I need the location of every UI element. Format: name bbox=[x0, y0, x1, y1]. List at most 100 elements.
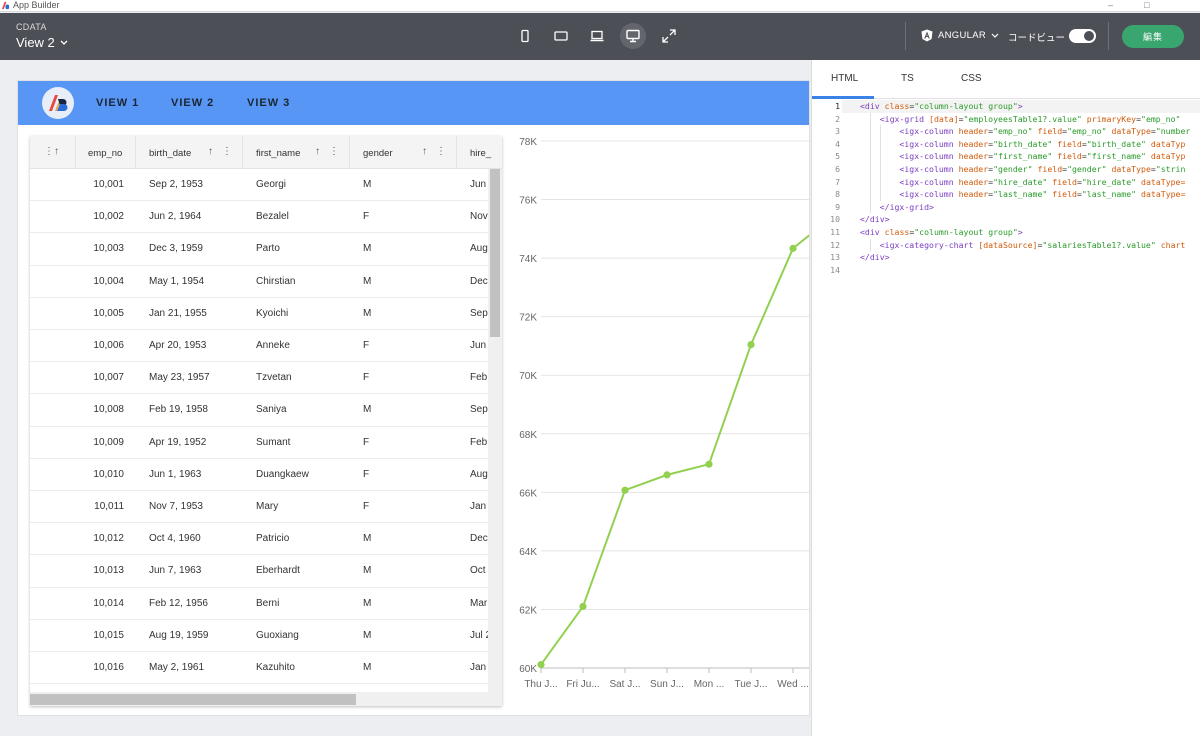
table-cell-gender: M bbox=[363, 629, 372, 641]
table-cell-first-name: Eberhardt bbox=[256, 565, 300, 577]
table-row[interactable]: 10,011 Nov 7, 1953 Mary F Jan 2 bbox=[30, 491, 494, 524]
chart-x-tick-label: Fri Ju... bbox=[566, 679, 599, 690]
code-token: primaryKey bbox=[1086, 113, 1137, 124]
table-cell-first-name: Georgi bbox=[256, 179, 287, 190]
line-number: 12 bbox=[830, 239, 840, 250]
code-token: <igx-column bbox=[860, 176, 959, 187]
grid-header-hire-date[interactable]: hire_ bbox=[457, 136, 502, 169]
table-cell-birth-date: Sep 2, 1953 bbox=[149, 179, 203, 190]
nav-view-2[interactable]: VIEW 2 bbox=[171, 97, 215, 109]
code-token: dataTyp bbox=[1150, 138, 1186, 149]
table-cell-hire: Feb bbox=[470, 436, 488, 448]
code-token: "hire_date" bbox=[993, 176, 1048, 187]
code-token: dataType bbox=[1111, 164, 1151, 174]
device-laptop-button[interactable] bbox=[584, 23, 610, 49]
table-cell-hire: Jan 2 bbox=[470, 662, 495, 673]
table-row[interactable]: 10,002 Jun 2, 1964 Bezalel F Nov bbox=[30, 201, 488, 234]
edit-button[interactable]: 編集 bbox=[1122, 25, 1184, 48]
table-row[interactable]: 10,016 May 2, 1961 Kazuhito M Jan 2 bbox=[30, 652, 494, 685]
sort-asc-icon[interactable]: ↑ bbox=[54, 146, 60, 157]
table-row[interactable]: 10,012 Oct 4, 1960 Patricio M Dec bbox=[30, 523, 488, 556]
chart-y-tick-label: 72K bbox=[519, 313, 537, 324]
table-row[interactable]: 10,009 Apr 19, 1952 Sumant F Feb bbox=[30, 427, 488, 459]
table-row[interactable]: 10,006 Apr 20, 1953 Anneke F Jun 2 bbox=[30, 330, 494, 363]
device-desktop-button[interactable] bbox=[620, 23, 646, 49]
table-cell-birth-date: Jan 21, 1955 bbox=[149, 307, 207, 319]
code-text: <igx-column header="last_name" field="la… bbox=[860, 188, 1185, 201]
table-row[interactable]: 10,007 May 23, 1957 Tzvetan F Feb bbox=[30, 362, 488, 395]
code-token: field bbox=[1037, 164, 1063, 174]
code-token: <igx-column bbox=[860, 189, 959, 200]
tab-html[interactable]: HTML bbox=[831, 73, 859, 84]
table-cell-gender: M bbox=[363, 597, 372, 609]
code-token: header bbox=[958, 164, 989, 174]
view-selector[interactable]: View 2 bbox=[16, 35, 68, 50]
sort-asc-icon[interactable]: ↑ bbox=[208, 146, 214, 157]
sort-asc-icon[interactable]: ↑ bbox=[422, 146, 428, 157]
column-menu-icon[interactable]: ⋮ bbox=[44, 146, 55, 157]
column-menu-icon[interactable]: ⋮ bbox=[222, 146, 233, 157]
line-number: 8 bbox=[835, 189, 840, 200]
chart-data-point bbox=[579, 602, 587, 611]
table-cell-gender: F bbox=[363, 372, 370, 384]
table-row[interactable]: 10,005 Jan 21, 1955 Kyoichi M Sep bbox=[30, 298, 488, 330]
project-name: CDATA bbox=[16, 22, 47, 32]
code-token: header bbox=[958, 138, 989, 149]
restore-button[interactable]: □ bbox=[1144, 0, 1150, 10]
device-tablet-button[interactable] bbox=[548, 23, 574, 49]
table-cell-hire: Mar bbox=[470, 597, 488, 609]
horizontal-scroll-thumb[interactable] bbox=[30, 694, 356, 705]
device-mobile-button[interactable] bbox=[512, 23, 538, 49]
table-cell-emp-no: 10,010 bbox=[93, 468, 124, 480]
code-token: = bbox=[909, 101, 915, 111]
table-cell-gender: M bbox=[363, 404, 372, 416]
vertical-scroll-thumb[interactable] bbox=[490, 169, 500, 337]
table-cell-emp-no: 10,016 bbox=[93, 662, 124, 673]
tab-css[interactable]: CSS bbox=[961, 73, 982, 84]
code-token: "column-layout group" bbox=[914, 101, 1018, 111]
table-cell-birth-date: May 2, 1961 bbox=[149, 662, 205, 673]
fullscreen-button[interactable] bbox=[656, 23, 682, 49]
grid-header-birth-date[interactable]: birth_date ↑ ⋮ bbox=[136, 136, 243, 169]
column-menu-icon[interactable]: ⋮ bbox=[329, 146, 340, 157]
code-token: header bbox=[958, 189, 989, 200]
chart-y-tick-label: 76K bbox=[519, 196, 537, 207]
app-header: CDATA View 2 ANGULAR コードビュー 編集 bbox=[0, 13, 1200, 60]
column-menu-icon[interactable]: ⋮ bbox=[436, 146, 447, 157]
code-token: = bbox=[909, 227, 915, 237]
chart-data-point bbox=[621, 486, 629, 494]
tab-ts[interactable]: TS bbox=[901, 73, 914, 84]
grid-header-gender[interactable]: gender ↑ ⋮ bbox=[350, 136, 457, 169]
code-text: <igx-grid [data]="employeesTable1?.value… bbox=[860, 113, 1181, 126]
table-row[interactable]: 10,003 Dec 3, 1959 Parto M Aug bbox=[30, 233, 488, 266]
sort-asc-icon[interactable]: ↑ bbox=[315, 146, 321, 157]
chart-data-point bbox=[537, 660, 545, 669]
code-token: = bbox=[1081, 138, 1087, 149]
table-row[interactable]: 10,001 Sep 2, 1953 Georgi M Jun 2 bbox=[30, 169, 494, 202]
table-row[interactable]: 10,004 May 1, 1954 Chirstian M Dec bbox=[30, 266, 488, 298]
code-view-toggle[interactable] bbox=[1069, 29, 1096, 43]
table-row[interactable]: 10,015 Aug 19, 1959 Guoxiang M Jul 2 bbox=[30, 620, 491, 652]
nav-view-3[interactable]: VIEW 3 bbox=[247, 97, 291, 109]
table-cell-gender: F bbox=[363, 468, 370, 480]
table-cell-hire: Jun 2 bbox=[470, 179, 495, 190]
code-token: "gender" bbox=[993, 164, 1033, 174]
framework-selector[interactable]: ANGULAR bbox=[921, 29, 999, 42]
nav-view-1[interactable]: VIEW 1 bbox=[96, 97, 140, 109]
line-number: 11 bbox=[830, 227, 840, 237]
table-row[interactable]: 10,010 Jun 1, 1963 Duangkaew F Aug bbox=[30, 459, 488, 491]
table-row[interactable]: 10,014 Feb 12, 1956 Berni M Mar bbox=[30, 588, 488, 620]
table-row[interactable]: 10,013 Jun 7, 1963 Eberhardt M Oct bbox=[30, 555, 488, 588]
table-cell-hire: Dec bbox=[470, 533, 488, 545]
grid-header-emp-no[interactable]: emp_no bbox=[76, 136, 136, 169]
table-cell-gender: M bbox=[363, 179, 372, 190]
toggle-knob bbox=[1084, 31, 1094, 41]
app-logo bbox=[42, 87, 74, 119]
minimize-button[interactable]: – bbox=[1108, 0, 1114, 10]
table-row[interactable]: 10,008 Feb 19, 1958 Saniya M Sep bbox=[30, 394, 488, 427]
column-header-label: first_name bbox=[256, 148, 301, 159]
table-cell-birth-date: Apr 19, 1952 bbox=[149, 436, 207, 448]
grid-header-first-name[interactable]: first_name ↑ ⋮ bbox=[243, 136, 350, 169]
window-title-bar: App Builder – □ bbox=[0, 0, 1200, 12]
table-cell-birth-date: Jun 2, 1964 bbox=[149, 211, 202, 223]
